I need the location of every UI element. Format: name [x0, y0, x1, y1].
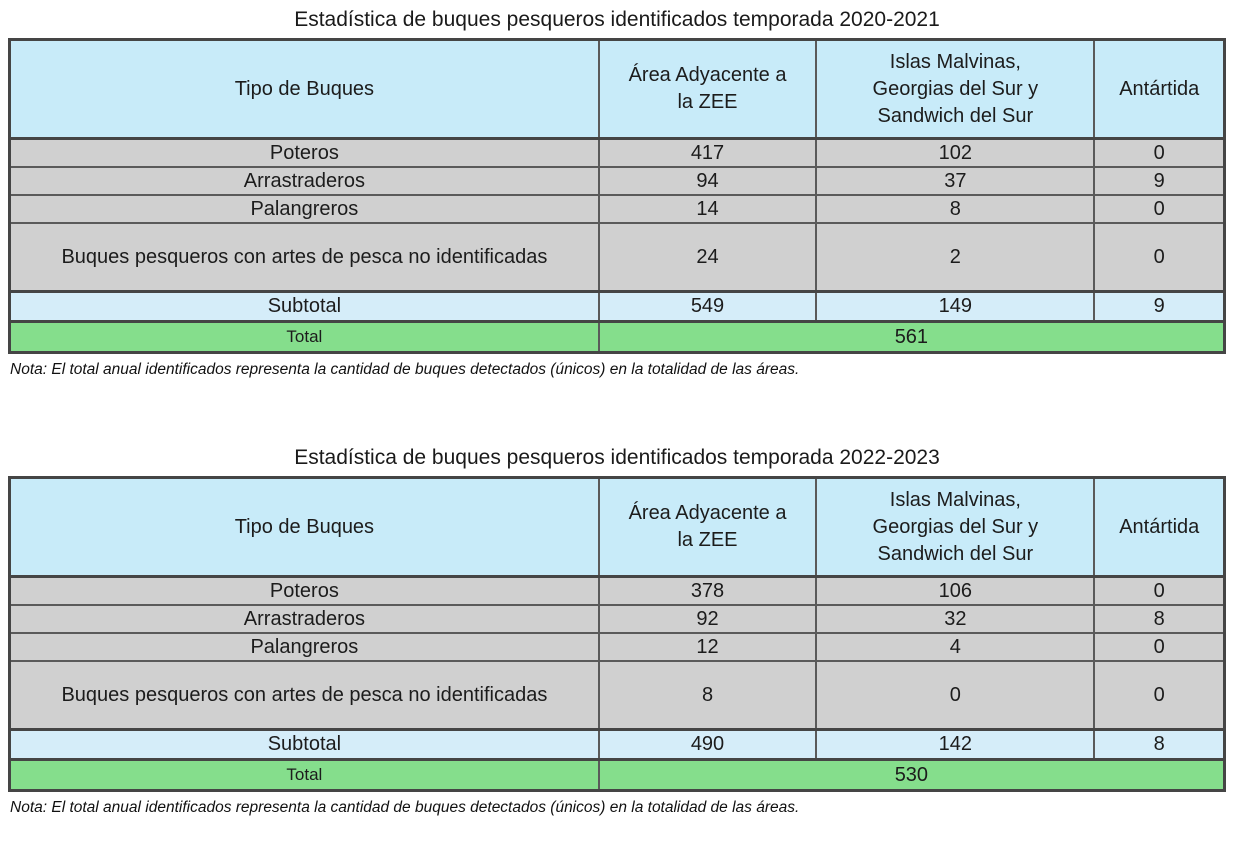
subtotal-value: 549: [597, 290, 818, 323]
col-header-tipo-de-buques: Tipo de Buques: [8, 38, 600, 140]
row-label: Arrastraderos: [8, 166, 600, 196]
cell-value: 417: [597, 137, 818, 168]
row-label: Palangreros: [8, 632, 600, 662]
col-header-islas-malvinas: Islas Malvinas, Georgias del Sur y Sandw…: [815, 476, 1096, 578]
total-row: Total 530: [8, 758, 1226, 792]
cell-value: 4: [815, 632, 1096, 662]
row-label: Poteros: [8, 575, 600, 606]
cell-value: 8: [815, 194, 1096, 224]
cell-value: 102: [815, 137, 1096, 168]
total-value: 561: [597, 320, 1226, 354]
cell-value: 9: [1093, 166, 1226, 196]
table-row-poteros: Poteros 378 106 0: [8, 575, 1226, 606]
cell-value: 12: [597, 632, 818, 662]
cell-value: 0: [1093, 575, 1226, 606]
table-row-artes-no-identificadas: Buques pesqueros con artes de pesca no i…: [8, 660, 1226, 731]
table-row-arrastraderos: Arrastraderos 94 37 9: [8, 166, 1226, 196]
subtotal-label: Subtotal: [8, 728, 600, 761]
cell-value: 106: [815, 575, 1096, 606]
vessel-stats-table-2020-2021: Tipo de Buques Área Adyacente a la ZEE I…: [8, 38, 1226, 354]
row-label: Poteros: [8, 137, 600, 168]
section-temporada-2022-2023: Estadística de buques pesqueros identifi…: [8, 445, 1226, 817]
subtotal-value: 490: [597, 728, 818, 761]
cell-value: 0: [1093, 137, 1226, 168]
table-row-palangreros: Palangreros 12 4 0: [8, 632, 1226, 662]
col-header-area-adyacente-zee: Área Adyacente a la ZEE: [597, 38, 818, 140]
cell-value: 8: [1093, 604, 1226, 634]
cell-value: 2: [815, 222, 1096, 293]
cell-value: 37: [815, 166, 1096, 196]
row-label: Buques pesqueros con artes de pesca no i…: [8, 222, 600, 293]
total-label: Total: [8, 320, 600, 354]
subtotal-value: 8: [1093, 728, 1226, 761]
table-row-arrastraderos: Arrastraderos 92 32 8: [8, 604, 1226, 634]
table-row-poteros: Poteros 417 102 0: [8, 137, 1226, 168]
cell-value: 24: [597, 222, 818, 293]
total-label: Total: [8, 758, 600, 792]
total-value: 530: [597, 758, 1226, 792]
cell-value: 0: [815, 660, 1096, 731]
header-row: Tipo de Buques Área Adyacente a la ZEE I…: [8, 476, 1226, 578]
table-note-2022-2023: Nota: El total anual identificados repre…: [10, 799, 800, 816]
table-row-artes-no-identificadas: Buques pesqueros con artes de pesca no i…: [8, 222, 1226, 293]
cell-value: 92: [597, 604, 818, 634]
subtotal-value: 142: [815, 728, 1096, 761]
col-header-area-adyacente-zee: Área Adyacente a la ZEE: [597, 476, 818, 578]
subtotal-row: Subtotal 549 149 9: [8, 290, 1226, 323]
subtotal-label: Subtotal: [8, 290, 600, 323]
col-header-tipo-de-buques: Tipo de Buques: [8, 476, 600, 578]
cell-value: 0: [1093, 194, 1226, 224]
header-row: Tipo de Buques Área Adyacente a la ZEE I…: [8, 38, 1226, 140]
subtotal-row: Subtotal 490 142 8: [8, 728, 1226, 761]
cell-value: 0: [1093, 660, 1226, 731]
cell-value: 0: [1093, 632, 1226, 662]
subtotal-value: 149: [815, 290, 1096, 323]
vessel-stats-table-2022-2023: Tipo de Buques Área Adyacente a la ZEE I…: [8, 476, 1226, 792]
subtotal-value: 9: [1093, 290, 1226, 323]
table-title-2022-2023: Estadística de buques pesqueros identifi…: [294, 446, 940, 469]
col-header-islas-malvinas: Islas Malvinas, Georgias del Sur y Sandw…: [815, 38, 1096, 140]
row-label: Arrastraderos: [8, 604, 600, 634]
cell-value: 32: [815, 604, 1096, 634]
total-row: Total 561: [8, 320, 1226, 354]
table-note-2020-2021: Nota: El total anual identificados repre…: [10, 361, 800, 378]
row-label: Buques pesqueros con artes de pesca no i…: [8, 660, 600, 731]
cell-value: 14: [597, 194, 818, 224]
row-label: Palangreros: [8, 194, 600, 224]
col-header-antartida: Antártida: [1093, 476, 1226, 578]
cell-value: 0: [1093, 222, 1226, 293]
table-title-2020-2021: Estadística de buques pesqueros identifi…: [294, 8, 940, 31]
table-row-palangreros: Palangreros 14 8 0: [8, 194, 1226, 224]
col-header-antartida: Antártida: [1093, 38, 1226, 140]
cell-value: 378: [597, 575, 818, 606]
section-temporada-2020-2021: Estadística de buques pesqueros identifi…: [8, 7, 1226, 379]
cell-value: 94: [597, 166, 818, 196]
cell-value: 8: [597, 660, 818, 731]
